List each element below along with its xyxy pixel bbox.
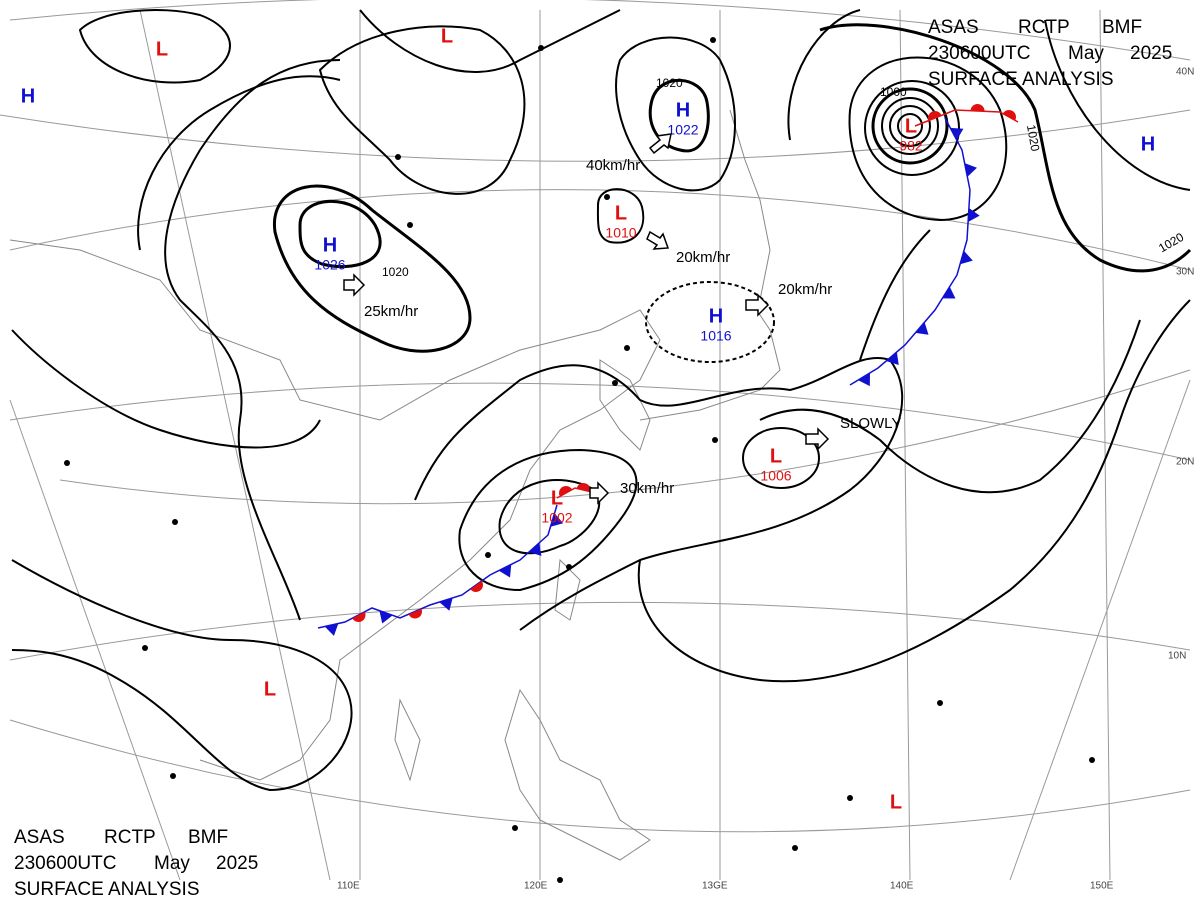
title-top: ASAS RCTP BMF 230600UTC May 2025 SURFACE…: [928, 17, 1172, 90]
system-letter: L: [441, 25, 453, 47]
cold-front-symbol: [528, 542, 542, 556]
isobar-label: 1020: [656, 76, 683, 90]
latitude: 30N: [1176, 267, 1194, 278]
warm-front-symbol: [352, 611, 366, 622]
isobar-label: 1020: [382, 265, 409, 279]
system-letter: H: [709, 305, 723, 327]
agency: ASAS: [14, 827, 65, 848]
system-letter: L: [890, 791, 902, 813]
year: 2025: [216, 853, 258, 874]
motion: 20km/hr: [676, 249, 730, 266]
fronts: [317, 104, 1019, 636]
warm-front-symbol: [928, 111, 942, 121]
motion-arrow: [343, 273, 366, 297]
motion: 30km/hr: [620, 480, 674, 497]
system-letter: H: [676, 99, 690, 121]
longitude: 120E: [524, 881, 548, 892]
system-pressure: 982: [899, 138, 923, 154]
cold-front-symbol: [886, 351, 899, 366]
product: SURFACE ANALYSIS: [14, 879, 200, 900]
system-letter: L: [905, 115, 917, 137]
longitude: 140E: [890, 881, 914, 892]
coastlines: [9, 109, 781, 861]
motion-arrow: [589, 481, 610, 505]
isobar-label: 1020: [1024, 124, 1042, 153]
system-letter: L: [770, 445, 782, 467]
longitude: 13GE: [702, 881, 728, 892]
cold-front-symbol: [950, 127, 964, 141]
motion: 40km/hr: [586, 157, 640, 174]
motion-arrow: [646, 230, 670, 250]
year: 2025: [1130, 43, 1172, 64]
cold-front-symbol: [964, 163, 977, 177]
system-pressure: 1010: [605, 225, 636, 241]
station: RCTP: [1018, 17, 1070, 38]
warm-front-symbol: [408, 608, 422, 619]
cold-front-symbol: [439, 597, 453, 611]
longitude: 110E: [337, 881, 360, 892]
system-letter: L: [615, 202, 627, 224]
cold-front-symbol: [858, 372, 870, 387]
graticule: [0, 0, 1191, 881]
month: May: [154, 853, 190, 874]
motions: 25km/hr 40km/hr 20km/hr 20km/hr SLOWLY 3…: [343, 133, 901, 505]
motion-arrow: [805, 427, 830, 451]
latitude: 20N: [1176, 457, 1194, 468]
cold-front-symbol: [915, 322, 929, 335]
time: 230600UTC: [928, 43, 1030, 64]
cold-front-symbol: [324, 623, 339, 636]
system-letter: H: [21, 85, 35, 107]
latitude: 10N: [1168, 651, 1186, 662]
isobars: [11, 9, 1192, 792]
warm-front-symbol: [559, 486, 573, 497]
warm-front-symbol: [1002, 110, 1016, 121]
motion: SLOWLY: [840, 415, 901, 432]
month: May: [1068, 43, 1104, 64]
warm-front-symbol: [470, 580, 483, 592]
system-letter: H: [323, 234, 337, 256]
product: SURFACE ANALYSIS: [928, 69, 1114, 90]
system-pressure: 1026: [314, 257, 345, 273]
system-letter: L: [264, 678, 276, 700]
cold-front-symbol: [550, 513, 564, 527]
agency: ASAS: [928, 17, 979, 38]
system-pressure: 1006: [760, 468, 791, 484]
longitude: 150E: [1090, 881, 1114, 892]
office: BMF: [1102, 17, 1142, 38]
motion: 25km/hr: [364, 303, 418, 320]
cold-front-symbol: [498, 564, 512, 578]
system-letter: H: [1141, 133, 1155, 155]
system-letter: L: [551, 487, 563, 509]
motion: 20km/hr: [778, 281, 832, 298]
system-pressure: 1016: [700, 328, 731, 344]
office: BMF: [188, 827, 228, 848]
isobar-label: 1000: [880, 85, 907, 99]
latitude: 40N: [1176, 67, 1194, 78]
system-letter: L: [156, 38, 168, 60]
motion-arrow: [648, 133, 672, 155]
system-pressure: 1002: [541, 510, 572, 526]
cold-front-symbol: [968, 208, 980, 222]
cold-front-symbol: [942, 286, 956, 299]
station-plots: [64, 37, 1095, 883]
warm-front-symbol: [970, 104, 985, 112]
system-pressure: 1022: [667, 122, 698, 138]
geo-labels: 40N 30N 20N 10N 110E 120E 13GE 140E 150E: [337, 67, 1194, 892]
warm-front-symbol: [576, 483, 591, 492]
motion-arrow: [745, 293, 770, 317]
cold-front-symbol: [960, 250, 973, 265]
station: RCTP: [104, 827, 156, 848]
time: 230600UTC: [14, 853, 116, 874]
cold-front-symbol: [379, 610, 393, 624]
title-bottom: ASAS RCTP BMF 230600UTC May 2025 SURFACE…: [14, 827, 258, 900]
